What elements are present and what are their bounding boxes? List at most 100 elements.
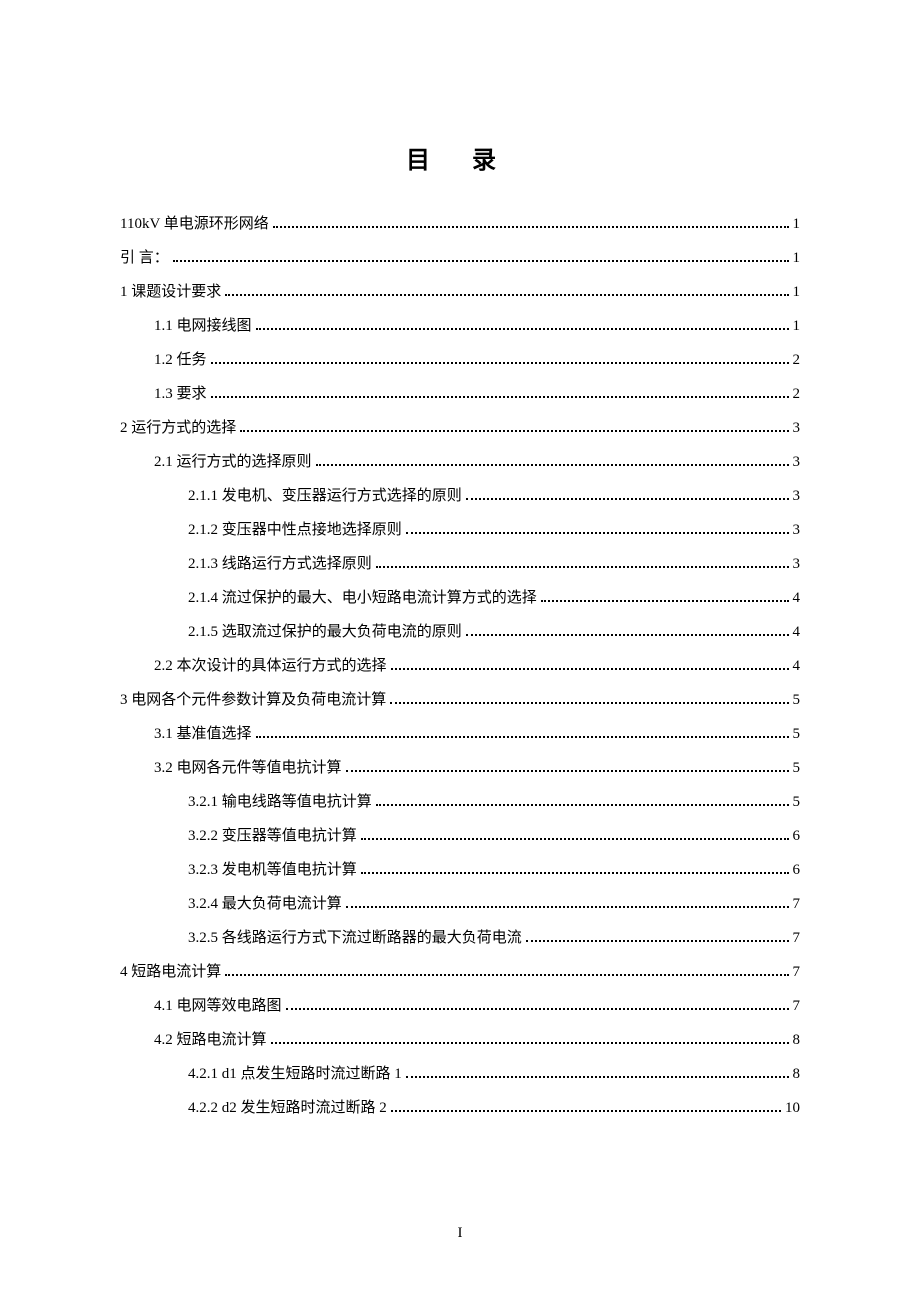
toc-entry-label: 1.2 任务 [154,353,207,368]
toc-entry-label: 3.2.2 变压器等值电抗计算 [188,829,357,844]
document-page: 目 录 110kV 单电源环形网络1引 言：11 课题设计要求11.1 电网接线… [0,0,920,1302]
toc-leader-dots [256,328,789,330]
toc-entry-label: 3.2.3 发电机等值电抗计算 [188,863,357,878]
toc-entry-label: 1 课题设计要求 [120,285,221,300]
toc-entry: 2 运行方式的选择 3 [120,421,800,436]
toc-entry: 3.2 电网各元件等值电抗计算5 [120,761,800,776]
toc-entry-page: 1 [793,319,801,334]
toc-entry: 引 言： 1 [120,251,800,266]
toc-entry-page: 5 [793,795,801,810]
toc-entry-page: 1 [793,251,801,266]
toc-leader-dots [406,532,789,534]
toc-entry-label: 3.1 基准值选择 [154,727,252,742]
toc-entry: 1.2 任务 2 [120,353,800,368]
toc-entry-page: 3 [793,557,801,572]
toc-entry-label: 3.2.1 输电线路等值电抗计算 [188,795,372,810]
toc-entry-label: 引 言： [120,251,169,266]
toc-entry: 3.2.2 变压器等值电抗计算 6 [120,829,800,844]
toc-entry: 1 课题设计要求 1 [120,285,800,300]
toc-entry: 3.2.5 各线路运行方式下流过断路器的最大负荷电流7 [120,931,800,946]
toc-entry-page: 6 [793,829,801,844]
toc-leader-dots [173,260,789,262]
toc-leader-dots [391,668,789,670]
toc-leader-dots [390,702,788,704]
toc-entry-page: 10 [785,1101,800,1116]
toc-entry: 4.2 短路电流计算 8 [120,1033,800,1048]
toc-leader-dots [346,770,789,772]
toc-entry-label: 2.1.1 发电机、变压器运行方式选择的原则 [188,489,462,504]
toc-entry-page: 4 [793,625,801,640]
toc-entry-page: 3 [793,455,801,470]
toc-entry-page: 6 [793,863,801,878]
toc-entry-label: 4.2.2 d2 发生短路时流过断路 2 [188,1101,387,1116]
toc-leader-dots [346,906,789,908]
toc-entry-page: 8 [793,1033,801,1048]
toc-leader-dots [271,1042,789,1044]
toc-entry-page: 3 [793,421,801,436]
toc-leader-dots [541,600,789,602]
toc-entry-label: 4.2.1 d1 点发生短路时流过断路 1 [188,1067,402,1082]
toc-leader-dots [316,464,789,466]
toc-entry-page: 1 [793,217,801,232]
toc-leader-dots [406,1076,789,1078]
toc-entry-page: 5 [793,761,801,776]
toc-entry-page: 7 [793,999,801,1014]
toc-entry-page: 4 [793,659,801,674]
toc-leader-dots [225,294,788,296]
toc-leader-dots [466,498,789,500]
toc-leader-dots [361,838,789,840]
toc-entry-label: 3.2.4 最大负荷电流计算 [188,897,342,912]
toc-entry: 2.1.3 线路运行方式选择原则3 [120,557,800,572]
toc-entry: 3.2.4 最大负荷电流计算7 [120,897,800,912]
toc-entry: 4.2.1 d1 点发生短路时流过断路 1 8 [120,1067,800,1082]
toc-entry: 2.1.4 流过保护的最大、电小短路电流计算方式的选择 4 [120,591,800,606]
toc-entry-page: 7 [793,931,801,946]
toc-entry-label: 2.2 本次设计的具体运行方式的选择 [154,659,387,674]
toc-leader-dots [526,940,789,942]
toc-entry: 2.1.5 选取流过保护的最大负荷电流的原则 4 [120,625,800,640]
toc-entry-page: 5 [793,727,801,742]
toc-entry-page: 2 [793,353,801,368]
toc-entry-label: 2.1.5 选取流过保护的最大负荷电流的原则 [188,625,462,640]
toc-entry-label: 2 运行方式的选择 [120,421,236,436]
toc-entry-label: 4.2 短路电流计算 [154,1033,267,1048]
toc-entry-label: 2.1 运行方式的选择原则 [154,455,312,470]
toc-entry-label: 110kV 单电源环形网络 [120,217,269,232]
toc-entry-page: 2 [793,387,801,402]
toc-entry-page: 4 [793,591,801,606]
toc-entry: 3 电网各个元件参数计算及负荷电流计算 5 [120,693,800,708]
toc-leader-dots [240,430,788,432]
toc-leader-dots [211,362,789,364]
toc-entry: 4 短路电流计算 7 [120,965,800,980]
toc-leader-dots [225,974,788,976]
toc-entry: 3.1 基准值选择 5 [120,727,800,742]
toc-entry: 3.2.1 输电线路等值电抗计算 5 [120,795,800,810]
toc-entry: 1.1 电网接线图 1 [120,319,800,334]
toc-leader-dots [376,566,789,568]
toc-leader-dots [211,396,789,398]
toc-entry: 110kV 单电源环形网络 1 [120,217,800,232]
toc-entry-page: 8 [793,1067,801,1082]
toc-entry-label: 1.3 要求 [154,387,207,402]
toc-leader-dots [376,804,789,806]
toc-entry-label: 2.1.4 流过保护的最大、电小短路电流计算方式的选择 [188,591,537,606]
page-number: I [0,1225,920,1242]
toc-leader-dots [391,1110,781,1112]
toc-entry-page: 1 [793,285,801,300]
toc-title: 目 录 [120,140,800,175]
toc-entry: 1.3 要求 2 [120,387,800,402]
toc-entry-label: 2.1.2 变压器中性点接地选择原则 [188,523,402,538]
toc-leader-dots [361,872,789,874]
toc-entry-label: 4.1 电网等效电路图 [154,999,282,1014]
toc-leader-dots [256,736,789,738]
toc-entry-page: 3 [793,489,801,504]
toc-entry: 2.1.1 发电机、变压器运行方式选择的原则 3 [120,489,800,504]
toc-leader-dots [286,1008,789,1010]
toc-entry-label: 1.1 电网接线图 [154,319,252,334]
toc-entry-page: 3 [793,523,801,538]
toc-entry-page: 7 [793,965,801,980]
toc-entry-label: 3 电网各个元件参数计算及负荷电流计算 [120,693,386,708]
toc-entry-label: 4 短路电流计算 [120,965,221,980]
toc-entry: 4.2.2 d2 发生短路时流过断路 2 10 [120,1101,800,1116]
toc-entry-page: 5 [793,693,801,708]
